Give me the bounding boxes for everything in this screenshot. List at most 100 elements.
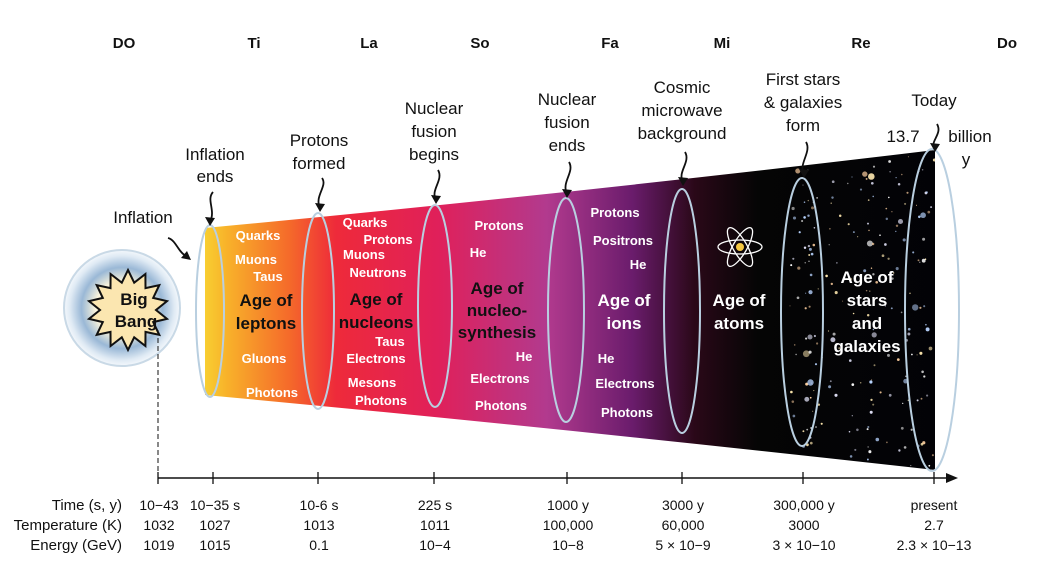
solfege-label: So — [470, 35, 489, 52]
star-dot — [811, 152, 815, 156]
energy-value: 2.3 × 10−13 — [897, 537, 972, 553]
star-dot — [829, 228, 831, 230]
star-dot — [859, 381, 862, 384]
particle-label: Muons — [235, 252, 277, 267]
era-title: galaxies — [833, 337, 900, 356]
arrowhead-icon — [930, 143, 940, 152]
star-dot — [844, 157, 848, 161]
row-label-time: Time (s, y) — [52, 497, 122, 514]
star-dot — [812, 243, 816, 247]
big-bang: Big Bang — [63, 249, 181, 367]
star-dot — [909, 292, 911, 295]
star-dot — [946, 322, 949, 325]
star-dot — [946, 358, 949, 361]
star-dot — [849, 455, 853, 458]
star-dot — [863, 269, 867, 273]
star-dot — [942, 183, 944, 185]
temperature-value: 100,000 — [543, 517, 594, 533]
star-dot — [828, 244, 830, 246]
star-dot — [835, 150, 837, 152]
star-dot — [808, 260, 810, 262]
star-dot — [897, 218, 904, 225]
star-dot — [808, 305, 811, 308]
star-dot — [829, 380, 832, 383]
era-title: stars — [847, 291, 888, 310]
star-dot — [900, 311, 903, 314]
star-dot — [797, 266, 801, 270]
star-dot — [865, 177, 868, 180]
particle-label: Neutrons — [349, 265, 406, 280]
particle-label: Taus — [253, 269, 282, 284]
callout-inflation-ends: ends — [197, 167, 234, 186]
star-dot — [919, 306, 922, 309]
star-dot — [950, 246, 952, 248]
galaxy-starfield — [789, 150, 960, 467]
star-dot — [958, 159, 960, 161]
era-title: Age of — [841, 268, 894, 287]
star-dot — [836, 262, 838, 264]
time-value: 300,000 y — [773, 497, 835, 513]
star-dot — [928, 346, 933, 351]
star-dot — [866, 314, 870, 317]
boundary-ellipse — [547, 197, 585, 423]
star-dot — [872, 273, 875, 276]
callout-first-stars: & galaxies — [764, 93, 842, 112]
star-dot — [795, 168, 801, 174]
boundary-ellipse — [663, 188, 701, 434]
star-dot — [807, 244, 811, 248]
star-dot — [946, 271, 950, 275]
callout-fusion-ends: Nuclear — [538, 90, 597, 109]
star-dot — [810, 252, 814, 256]
star-dot — [901, 173, 903, 176]
star-dot — [793, 158, 800, 164]
star-dot — [867, 173, 875, 180]
arrowhead-icon — [205, 217, 215, 226]
particle-label: Protons — [474, 218, 523, 233]
star-dot — [920, 397, 923, 400]
solfege-label: DO — [113, 35, 136, 52]
arrowhead-icon — [562, 189, 572, 198]
energy-value: 10−4 — [419, 537, 451, 553]
star-dot — [931, 454, 934, 457]
star-dot — [868, 229, 870, 232]
star-dot — [842, 300, 844, 302]
star-dot — [808, 290, 813, 295]
star-dot — [885, 207, 888, 210]
star-dot — [895, 224, 899, 228]
particle-label: Quarks — [343, 215, 388, 230]
star-dot — [911, 353, 913, 356]
era-title: Age of — [471, 279, 524, 298]
star-dot — [921, 370, 924, 374]
star-dot — [869, 380, 873, 384]
temperature-value: 1027 — [199, 517, 230, 533]
star-dot — [789, 305, 791, 307]
star-dot — [925, 323, 927, 326]
solfege-label: Ti — [247, 35, 260, 52]
star-dot — [827, 330, 830, 332]
star-dot — [916, 399, 919, 402]
callout-cmb: background — [638, 124, 727, 143]
row-label-temperature: Temperature (K) — [14, 517, 122, 534]
star-dot — [932, 158, 935, 162]
star-dot — [888, 196, 890, 199]
star-dot — [927, 210, 931, 214]
callout-age-unit: y — [962, 150, 971, 169]
big-bang-label: Bang — [115, 312, 158, 331]
big-bang-label: Big — [120, 290, 147, 309]
star-dot — [807, 214, 810, 217]
star-dot — [830, 282, 833, 286]
star-dot — [830, 202, 832, 204]
star-dot — [848, 359, 852, 362]
star-dot — [875, 280, 879, 284]
callout-inflation: Inflation — [113, 208, 173, 227]
temperature-value: 3000 — [788, 517, 819, 533]
star-dot — [918, 215, 921, 219]
star-dot — [940, 259, 942, 261]
star-dot — [867, 199, 870, 201]
arrow-icon — [564, 161, 572, 195]
star-dot — [910, 428, 913, 431]
star-dot — [849, 277, 853, 281]
star-dot — [872, 195, 874, 198]
star-dot — [856, 428, 859, 432]
particle-label: Photons — [475, 398, 527, 413]
